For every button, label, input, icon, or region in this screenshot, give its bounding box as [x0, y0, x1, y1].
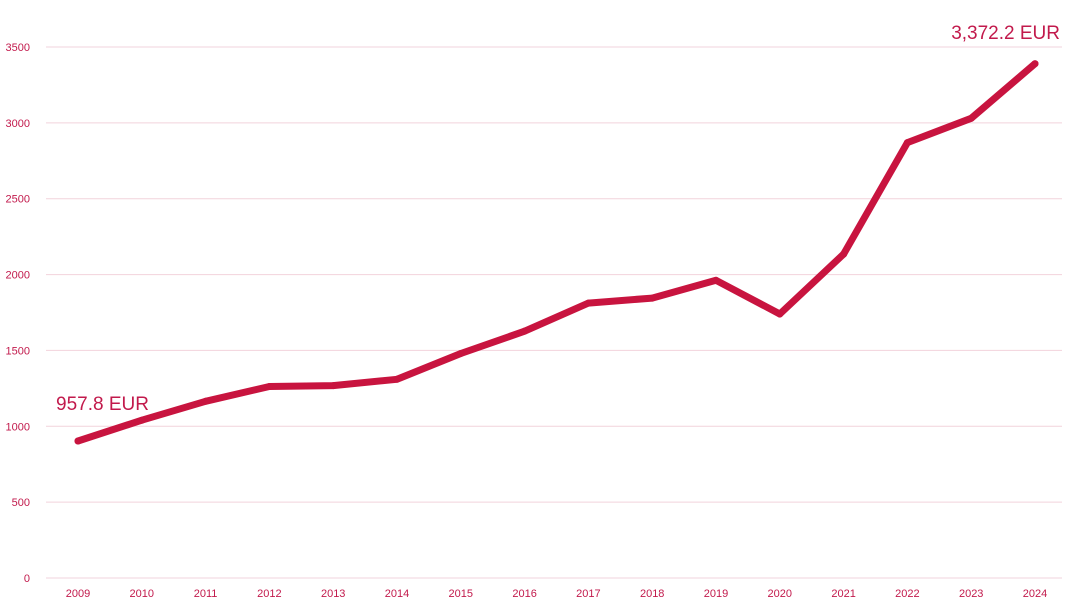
x-tick-label: 2016	[512, 588, 536, 600]
data-point	[776, 310, 784, 318]
y-tick-label: 2500	[6, 194, 30, 206]
x-tick-label: 2013	[321, 588, 345, 600]
x-tick-label: 2019	[704, 588, 728, 600]
y-axis-tick-labels: 0 500 1000 1500 2000 2500 3000 3500	[6, 42, 30, 585]
x-axis-tick-labels: 2009 2010 2011 2012 2013 2014 2015 2016 2017 2018…	[66, 588, 1047, 600]
x-tick-label: 2015	[449, 588, 473, 600]
x-tick-label: 2024	[1023, 588, 1047, 600]
annotation-end-value: 3,372.2 EUR	[951, 23, 1060, 44]
data-point	[202, 397, 210, 405]
x-tick-label: 2021	[831, 588, 855, 600]
x-tick-label: 2018	[640, 588, 664, 600]
data-point	[712, 276, 720, 284]
data-point	[1031, 60, 1039, 68]
data-point	[393, 375, 401, 383]
x-tick-label: 2022	[895, 588, 919, 600]
data-point	[584, 299, 592, 307]
x-tick-label: 2011	[194, 588, 218, 600]
x-tick-label: 2012	[257, 588, 281, 600]
y-tick-label: 1500	[6, 345, 30, 357]
y-tick-label: 3000	[6, 118, 30, 130]
x-tick-label: 2017	[576, 588, 600, 600]
annotation-start-value: 957.8 EUR	[56, 394, 149, 415]
x-tick-label: 2023	[959, 588, 983, 600]
data-point	[457, 349, 465, 357]
data-point	[138, 416, 146, 424]
data-point	[967, 114, 975, 122]
data-point	[840, 250, 848, 258]
y-tick-label: 1000	[6, 421, 30, 433]
data-point	[521, 327, 529, 335]
data-point	[648, 294, 656, 302]
grid-lines	[46, 46, 1062, 579]
y-tick-label: 3500	[6, 42, 30, 54]
series-layer	[74, 60, 1039, 445]
y-tick-label: 2000	[6, 270, 30, 282]
data-point	[329, 382, 337, 390]
x-tick-label: 2014	[385, 588, 409, 600]
x-tick-label: 2020	[768, 588, 792, 600]
data-point	[265, 383, 273, 391]
series-line	[74, 60, 1039, 445]
x-tick-label: 2009	[66, 588, 90, 600]
y-tick-label: 500	[12, 497, 30, 509]
data-point	[74, 437, 82, 445]
data-point	[903, 139, 911, 147]
x-tick-label: 2010	[130, 588, 154, 600]
y-tick-label: 0	[24, 573, 30, 585]
